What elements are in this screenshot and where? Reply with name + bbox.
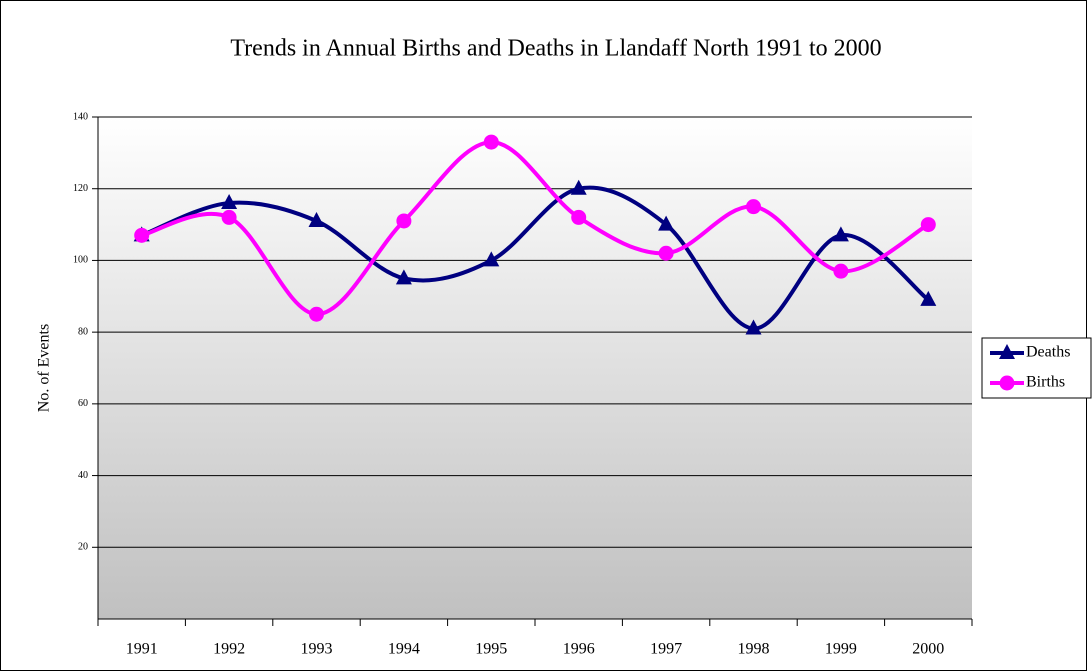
y-tick-label: 120 [73,183,88,194]
x-tick-label: 1991 [126,641,158,658]
chart-title: Trends in Annual Births and Deaths in Ll… [230,36,881,62]
x-tick-label: 1998 [738,641,770,658]
data-point [221,194,238,210]
x-tick-label: 1994 [388,641,420,658]
plot-area [98,117,972,619]
data-point [920,290,937,306]
data-point [483,251,500,267]
data-point [570,179,587,195]
y-tick-label: 20 [78,542,88,553]
data-point [483,134,499,150]
y-tick-label: 40 [78,470,88,481]
legend-label: Births [1026,374,1065,391]
data-point [221,209,237,225]
y-tick-label: 140 [73,111,88,122]
legend [981,337,1092,399]
y-axis-label: No. of Events [36,324,53,412]
data-point [134,227,150,243]
data-point [833,263,849,279]
x-tick-label: 2000 [912,641,944,658]
y-tick-label: 80 [78,326,88,337]
y-tick-label: 100 [73,255,88,266]
legend-label: Deaths [1026,344,1070,361]
data-point [746,199,761,215]
data-point [395,269,412,285]
x-tick-label: 1996 [563,641,595,658]
data-point [832,226,849,242]
x-tick-label: 1993 [301,641,333,658]
data-point [920,217,936,233]
x-tick-label: 1992 [213,641,245,658]
data-point [309,306,324,322]
series-line [141,140,930,317]
data-point [745,319,762,335]
series-line [140,185,930,331]
x-tick-label: 1995 [475,641,507,658]
x-tick-label: 1997 [650,641,682,658]
data-point [308,211,325,227]
x-tick-label: 1999 [825,641,857,658]
data-point [658,245,674,261]
data-point [571,209,587,225]
legend-marker [999,375,1015,391]
legend-marker [999,344,1015,359]
data-point [396,213,412,229]
data-point [658,215,675,231]
y-tick-label: 60 [78,398,88,409]
